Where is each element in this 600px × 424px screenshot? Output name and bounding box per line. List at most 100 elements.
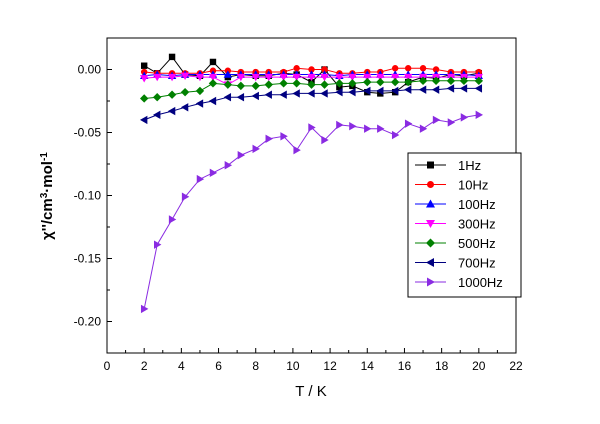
data-point	[418, 76, 428, 86]
data-point	[446, 84, 455, 93]
data-point	[236, 93, 245, 102]
data-point	[404, 65, 412, 72]
legend-label: 700Hz	[458, 256, 496, 271]
data-point	[265, 134, 273, 143]
data-point	[390, 86, 399, 96]
data-point	[419, 124, 428, 133]
x-axis: 0 2 4 6 8 10 12 14 16 18 20 22	[104, 348, 523, 373]
legend-box	[407, 152, 522, 298]
y-tick-label: -0.10	[74, 189, 102, 203]
data-point	[419, 65, 427, 72]
x-tick-label: 0	[104, 359, 111, 373]
data-point	[403, 77, 413, 87]
legend-label: 1000Hz	[458, 275, 503, 290]
series-700Hz	[139, 84, 483, 125]
x-tick-label: 16	[398, 359, 412, 373]
data-point	[140, 62, 148, 69]
data-point	[349, 122, 357, 131]
data-point	[320, 73, 329, 82]
data-point	[363, 86, 371, 96]
y-tick-label: -0.20	[74, 315, 102, 329]
data-point	[168, 53, 176, 61]
data-point	[321, 135, 329, 145]
data-point	[418, 85, 427, 94]
data-point	[308, 123, 316, 132]
data-point	[251, 81, 260, 91]
data-point	[459, 84, 468, 93]
data-point	[376, 73, 385, 82]
data-point	[426, 238, 435, 248]
data-point	[208, 73, 218, 82]
y-tick-label: -0.05	[74, 126, 102, 140]
data-point	[363, 77, 372, 87]
x-tick-label: 4	[178, 359, 185, 373]
data-point	[427, 161, 434, 169]
data-point	[180, 87, 190, 97]
y-axis-title: χ''/cm3·mol-1	[39, 152, 56, 240]
data-point	[432, 66, 440, 73]
data-point	[224, 161, 233, 170]
data-point	[139, 75, 149, 83]
data-point	[377, 124, 385, 133]
y-axis: 0.00 -0.05 -0.10 -0.15 -0.20	[74, 37, 112, 354]
data-point	[376, 77, 385, 87]
x-tick-label: 14	[361, 359, 375, 373]
y-tick-label: 0.00	[78, 63, 102, 77]
data-point	[237, 150, 246, 160]
data-point	[195, 99, 204, 108]
data-point	[292, 79, 301, 88]
legend-item: 1Hz	[415, 158, 481, 173]
x-tick-label: 18	[435, 359, 449, 373]
data-point	[279, 90, 287, 99]
data-point	[308, 66, 315, 73]
data-point	[348, 73, 357, 82]
data-point	[446, 76, 456, 86]
data-point	[195, 73, 205, 82]
x-tick-label: 20	[472, 359, 486, 373]
data-point	[475, 110, 484, 120]
data-point	[252, 144, 260, 154]
data-point	[292, 89, 300, 98]
data-point	[307, 89, 315, 98]
data-point	[431, 85, 440, 94]
y-axis-title-sup1: 3	[39, 192, 50, 198]
data-point	[376, 86, 384, 96]
data-point	[427, 181, 434, 188]
series-500Hz	[139, 76, 484, 103]
data-point	[336, 120, 344, 130]
legend-item: 10Hz	[415, 178, 488, 193]
data-point	[474, 84, 483, 93]
data-point	[251, 73, 260, 82]
data-point	[168, 215, 177, 224]
data-point	[167, 73, 177, 82]
data-point	[223, 93, 232, 102]
x-tick-label: 12	[323, 359, 337, 373]
data-point	[335, 79, 344, 88]
data-point	[223, 80, 233, 89]
data-point	[293, 145, 301, 155]
data-point	[391, 130, 400, 140]
data-point	[391, 65, 399, 72]
data-point	[321, 66, 328, 73]
data-point	[209, 168, 218, 178]
data-point	[377, 90, 384, 97]
y-tick-label: -0.15	[74, 252, 102, 266]
data-point	[335, 87, 343, 97]
data-point	[431, 76, 441, 86]
data-point	[152, 110, 161, 120]
data-point	[264, 90, 272, 99]
legend-item: 100Hz	[415, 197, 496, 212]
legend-item: 500Hz	[415, 236, 496, 251]
data-point	[209, 58, 217, 66]
data-point	[180, 72, 190, 80]
data-point	[404, 119, 413, 128]
data-point	[152, 93, 162, 102]
legend-item: 1000Hz	[415, 275, 503, 290]
data-point	[426, 220, 435, 228]
y-axis-title-sup2: -1	[39, 152, 50, 161]
x-axis-title: T / K	[295, 383, 326, 400]
data-point	[363, 73, 372, 82]
legend-label: 500Hz	[458, 236, 496, 251]
data-point	[459, 76, 469, 86]
